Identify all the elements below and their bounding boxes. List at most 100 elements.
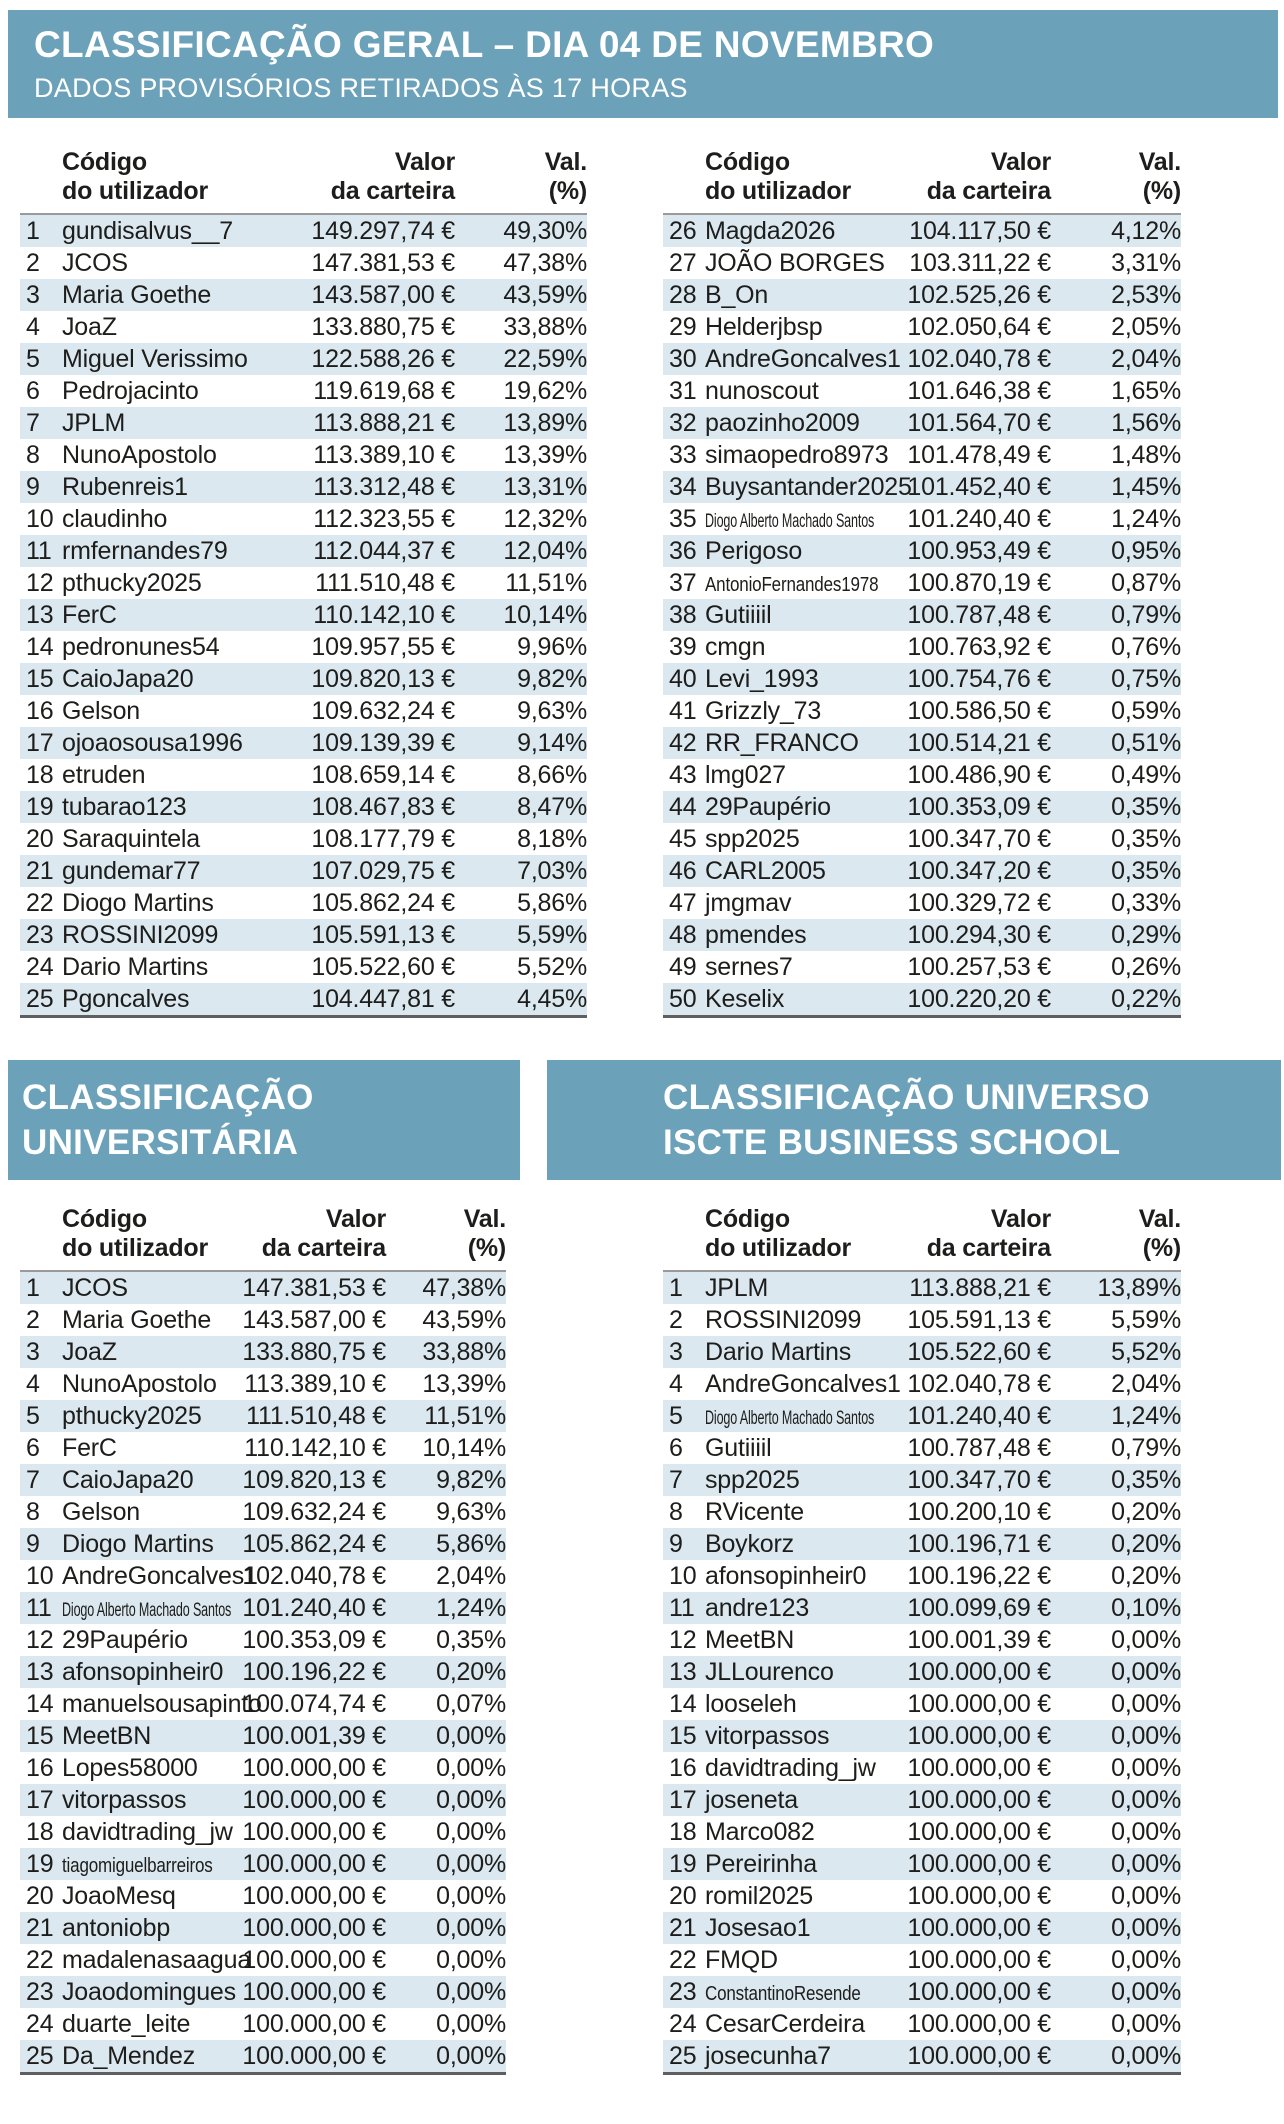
rank-cell: 32 bbox=[669, 409, 697, 437]
username: JoaZ bbox=[62, 313, 117, 341]
variation-pct-cell: 0,00% bbox=[1111, 1850, 1181, 1878]
variation-pct-cell: 1,24% bbox=[1111, 505, 1181, 533]
portfolio-value-cell: 100.196,71 € bbox=[907, 1530, 1051, 1558]
user-cell: Grizzly_73 bbox=[705, 695, 866, 727]
table-row: 12 pthucky2025 111.510,48 € 11,51% bbox=[20, 567, 587, 599]
variation-pct-cell: 0,20% bbox=[1111, 1498, 1181, 1526]
table-row: 23 Joaodomingues 100.000,00 € 0,00% bbox=[20, 1976, 506, 2008]
variation-pct-cell: 0,35% bbox=[1111, 825, 1181, 853]
username: JOÃO BORGES bbox=[705, 249, 885, 277]
table-row: 48 pmendes 100.294,30 € 0,29% bbox=[663, 919, 1181, 951]
table-body: 26 Magda2026 104.117,50 € 4,12% 27 JOÃO BORGE… bbox=[663, 215, 1181, 1018]
rank-cell: 25 bbox=[669, 2042, 697, 2070]
portfolio-value-cell: 109.139,39 € bbox=[311, 729, 455, 757]
username: Boykorz bbox=[705, 1530, 794, 1558]
username: manuelsousapinto bbox=[62, 1690, 262, 1718]
portfolio-value-cell: 100.294,30 € bbox=[907, 921, 1051, 949]
table-row: 25 Da_Mendez 100.000,00 € 0,00% bbox=[20, 2040, 506, 2072]
rank-cell: 28 bbox=[669, 281, 697, 309]
portfolio-value-cell: 149.297,74 € bbox=[311, 217, 455, 245]
portfolio-value-cell: 109.957,55 € bbox=[311, 633, 455, 661]
table-row: 16 Lopes58000 100.000,00 € 0,00% bbox=[20, 1752, 506, 1784]
rank-cell: 25 bbox=[26, 985, 54, 1013]
variation-pct-cell: 43,59% bbox=[422, 1306, 506, 1334]
user-cell: davidtrading_jw bbox=[62, 1816, 233, 1848]
section-title-line1: CLASSIFICAÇÃO bbox=[22, 1078, 314, 1117]
user-cell: tiagomiguelbarreiros bbox=[62, 1848, 218, 1880]
rank-cell: 13 bbox=[669, 1658, 697, 1686]
user-cell: AndreGoncalves1 bbox=[62, 1560, 258, 1592]
variation-pct-cell: 0,00% bbox=[1111, 2010, 1181, 2038]
table-row: 19 Pereirinha 100.000,00 € 0,00% bbox=[663, 1848, 1181, 1880]
portfolio-value-cell: 100.787,48 € bbox=[907, 1434, 1051, 1462]
variation-pct-cell: 0,00% bbox=[1111, 1818, 1181, 1846]
rank-cell: 41 bbox=[669, 697, 697, 725]
column-header-user-line1: Código bbox=[62, 148, 147, 176]
user-cell: pthucky2025 bbox=[62, 567, 270, 599]
username: gundisalvus__7 bbox=[62, 217, 233, 245]
user-cell: simaopedro8973 bbox=[705, 439, 889, 471]
rank-cell: 18 bbox=[26, 761, 54, 789]
username: pedronunes54 bbox=[62, 633, 220, 661]
portfolio-value-cell: 100.347,70 € bbox=[907, 825, 1051, 853]
table-row: 24 duarte_leite 100.000,00 € 0,00% bbox=[20, 2008, 506, 2040]
rank-cell: 21 bbox=[26, 857, 54, 885]
rank-cell: 15 bbox=[669, 1722, 697, 1750]
portfolio-value-cell: 100.000,00 € bbox=[907, 1882, 1051, 1910]
portfolio-value-cell: 100.763,92 € bbox=[907, 633, 1051, 661]
username: RVicente bbox=[705, 1498, 804, 1526]
portfolio-value-cell: 100.220,20 € bbox=[907, 985, 1051, 1013]
column-header-user-line2: do utilizador bbox=[62, 177, 208, 205]
portfolio-value-cell: 101.240,40 € bbox=[907, 1402, 1051, 1430]
table-row: 9 Boykorz 100.196,71 € 0,20% bbox=[663, 1528, 1181, 1560]
user-cell: Da_Mendez bbox=[62, 2040, 218, 2072]
username: andre123 bbox=[705, 1594, 810, 1622]
portfolio-value-cell: 100.074,74 € bbox=[242, 1690, 386, 1718]
username: Pgoncalves bbox=[62, 985, 190, 1013]
user-cell: paozinho2009 bbox=[705, 407, 866, 439]
user-cell: RVicente bbox=[705, 1496, 866, 1528]
variation-pct-cell: 0,00% bbox=[436, 1978, 506, 2006]
user-cell: Dario Martins bbox=[62, 951, 270, 983]
user-cell: Levi_1993 bbox=[705, 663, 866, 695]
table-row: 27 JOÃO BORGES 103.311,22 € 3,31% bbox=[663, 247, 1181, 279]
table-header: Código do utilizador Valor da carteira V… bbox=[663, 1205, 1181, 1272]
column-header-user-line2: do utilizador bbox=[705, 1234, 851, 1262]
portfolio-value-cell: 100.586,50 € bbox=[907, 697, 1051, 725]
variation-pct-cell: 8,66% bbox=[517, 761, 587, 789]
rank-cell: 16 bbox=[669, 1754, 697, 1782]
rank-cell: 19 bbox=[26, 1850, 54, 1878]
portfolio-value-cell: 100.196,22 € bbox=[907, 1562, 1051, 1590]
variation-pct-cell: 0,95% bbox=[1111, 537, 1181, 565]
rank-cell: 15 bbox=[26, 665, 54, 693]
rank-cell: 25 bbox=[26, 2042, 54, 2070]
rank-cell: 4 bbox=[26, 313, 40, 341]
variation-pct-cell: 10,14% bbox=[503, 601, 587, 629]
portfolio-value-cell: 101.240,40 € bbox=[242, 1594, 386, 1622]
table-row: 25 Pgoncalves 104.447,81 € 4,45% bbox=[20, 983, 587, 1015]
user-cell: ConstantinoResende bbox=[705, 1976, 866, 2008]
section-title-line1: CLASSIFICAÇÃO UNIVERSO bbox=[663, 1078, 1150, 1117]
user-cell: gundisalvus__7 bbox=[62, 215, 270, 247]
portfolio-value-cell: 112.323,55 € bbox=[313, 505, 455, 533]
username: ojoaosousa1996 bbox=[62, 729, 243, 757]
rank-cell: 49 bbox=[669, 953, 697, 981]
username: ROSSINI2099 bbox=[705, 1306, 862, 1334]
username: Pedrojacinto bbox=[62, 377, 199, 405]
username: MeetBN bbox=[705, 1626, 795, 1654]
user-cell: Diogo Martins bbox=[62, 1528, 218, 1560]
column-header-pct-line2: (%) bbox=[1142, 177, 1181, 205]
column-header-user: Código do utilizador bbox=[663, 1205, 866, 1263]
portfolio-value-cell: 111.510,48 € bbox=[246, 1402, 386, 1430]
main-header-band: CLASSIFICAÇÃO GERAL – DIA 04 DE NOVEMBRO… bbox=[8, 10, 1278, 118]
table-row: 22 Diogo Martins 105.862,24 € 5,86% bbox=[20, 887, 587, 919]
user-cell: 29Paupério bbox=[62, 1624, 218, 1656]
portfolio-value-cell: 100.000,00 € bbox=[907, 1818, 1051, 1846]
username: ROSSINI2099 bbox=[62, 921, 219, 949]
rank-cell: 5 bbox=[669, 1402, 683, 1430]
variation-pct-cell: 0,00% bbox=[1111, 2042, 1181, 2070]
variation-pct-cell: 49,30% bbox=[503, 217, 587, 245]
table-header: Código do utilizador Valor da carteira V… bbox=[20, 148, 587, 215]
user-cell: MeetBN bbox=[62, 1720, 218, 1752]
username: pthucky2025 bbox=[62, 569, 202, 597]
